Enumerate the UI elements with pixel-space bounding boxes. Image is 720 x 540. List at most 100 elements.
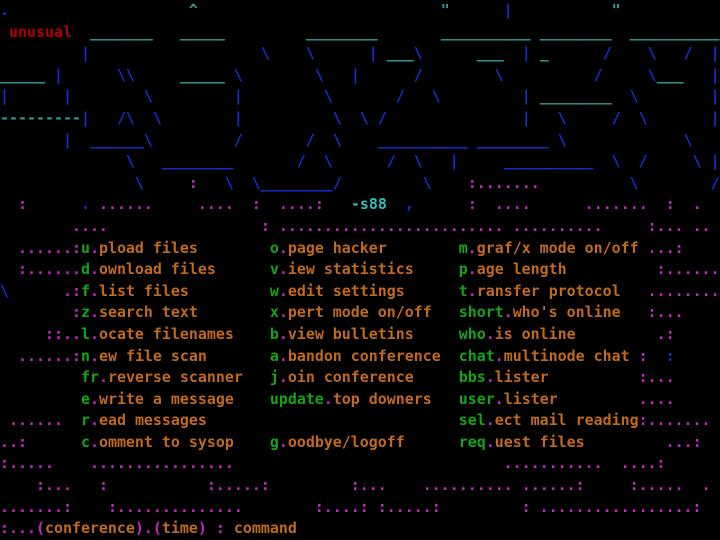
ansi-art-segment: \ [558,109,567,127]
ansi-art-segment-part: \ [0,281,9,300]
ansi-art-segment: \ [630,87,639,105]
ansi-art-segment-part: .......... [422,476,513,495]
menu-item-req-uest-files-part: uest files [494,432,585,451]
command-prompt[interactable]: :...(conference).(time) : command [0,519,297,537]
menu-item-d-ownload-files[interactable]: d.ownload files [81,260,216,278]
menu-item-b-view-bulletins[interactable]: b.view bulletins [270,325,414,343]
menu-item-o-page-hacker-part: page hacker [287,238,387,257]
menu-item-o-page-hacker-part: o [269,238,279,257]
menu-item-e-write-a-message[interactable]: e.write a message [81,390,234,408]
ansi-art-segment: :...... [18,260,81,278]
ansi-art-segment: :... [36,476,72,494]
ansi-art-segment: \\ [117,66,135,84]
menu-item-r-ead-messages[interactable]: r.ead messages [81,411,207,429]
ansi-art-segment: | [234,87,243,105]
ansi-art-segment: ...... [9,411,63,429]
ansi-art-segment: _____ [180,66,225,84]
ansi-art-segment: ___ [477,44,504,62]
menu-item-chat-multinode-chat[interactable]: chat.multinode chat [459,347,630,365]
ansi-art-segment-part: ...... [9,411,63,430]
ansi-art-segment-part: : [71,303,81,322]
menu-item-fr-reverse-scanner[interactable]: fr.reverse scanner [81,368,243,386]
screen-row: .... : ......................... .......… [0,216,720,238]
menu-item-g-oodbye-logoff[interactable]: g.oodbye/logoff [270,433,405,451]
menu-item-v-iew-statistics[interactable]: v.iew statistics [270,260,414,278]
ansi-art-segment: . [702,476,711,494]
menu-item-o-page-hacker[interactable]: o.page hacker [270,239,387,257]
ansi-art-segment: _____ [180,23,225,41]
ansi-art-segment-part: :.....: [206,476,270,495]
ansi-art-segment: / [639,152,648,170]
menu-item-sel-ect-mail-reading[interactable]: sel.ect mail reading [459,411,639,429]
ansi-art-segment: :.....: [207,476,270,494]
screen-row: \ ________ / \ / \ | __________ \ / \ | [0,151,720,173]
menu-item-short-who-s-online[interactable]: short.who's online [459,303,621,321]
screen-row: : . ...... .... : ....: -s88 , : .... ..… [0,194,720,216]
menu-item-r-ead-messages-part: ead messages [98,411,207,430]
ansi-art-segment-part: : [665,195,675,214]
ansi-art-segment-part: " [611,1,621,19]
menu-item-n-ew-file-scan[interactable]: n.ew file scan [81,347,207,365]
menu-item-t-ransfer-protocol-part: . [467,281,477,300]
menu-item-req-uest-files[interactable]: req.uest files [459,433,585,451]
ansi-art-segment-part: ___ [386,44,414,63]
ansi-art-segment: | [63,131,72,149]
ansi-art-segment: | [711,152,720,170]
menu-item-j-oin-conference[interactable]: j.oin conference [270,368,414,386]
command-prompt-part: ).( [134,519,162,538]
ansi-art-segment: ......: [18,239,81,257]
ansi-art-segment-part: | [350,65,360,84]
ansi-art-segment: .. [693,217,711,235]
ansi-art-segment-part: \ [152,108,162,127]
ansi-art-segment-part: | [62,87,72,106]
menu-item-u-pload-files[interactable]: u.pload files [81,239,198,257]
ansi-art-segment-part: .... [197,195,234,214]
menu-item-l-ocate-filenames[interactable]: l.ocate filenames [81,325,234,343]
menu-item-bbs-lister[interactable]: bbs.lister [459,368,549,386]
ansi-art-segment: / [396,87,405,105]
ansi-art-segment-part: ___ [656,65,684,84]
menu-item-who-is-online[interactable]: who.is online [459,325,576,343]
ansi-art-segment-part: / [611,108,621,127]
menu-item-update-top-downers[interactable]: update.top downers [270,390,432,408]
ansi-art-segment-part: ________ [305,22,378,41]
ansi-art-segment: : [639,347,648,365]
menu-item-who-is-online-part: who [458,324,486,343]
ansi-art-segment: / [603,44,612,62]
ansi-art-segment-part: ................ [89,454,234,473]
ansi-art-segment: | [81,44,90,62]
ansi-art-segment-part: \ [557,130,567,149]
menu-item-x-pert-mode-on-off[interactable]: x.pert mode on/off [270,303,432,321]
ansi-art-segment: _______ [90,23,153,41]
menu-item-a-bandon-conference[interactable]: a.bandon conference [270,347,441,365]
menu-item-c-omment-to-sysop[interactable]: c.omment to sysop [81,433,234,451]
menu-item-f-list-files[interactable]: f.list files [81,282,189,300]
ansi-art-segment: __________ [441,23,531,41]
menu-item-o-page-hacker-part: . [278,238,288,257]
ansi-art-segment-part: ________ [539,22,612,41]
ansi-art-segment: .: [63,282,81,300]
menu-item-fr-reverse-scanner-part: fr [80,368,99,387]
menu-item-n-ew-file-scan-part: n [80,346,90,365]
ansi-art-segment: : [468,174,477,192]
menu-item-b-view-bulletins-part: b [269,324,279,343]
menu-item-p-age-length[interactable]: p.age length [459,260,567,278]
ansi-art-segment: : [252,195,261,213]
menu-item-b-view-bulletins-part: view bulletins [287,324,414,343]
menu-item-z-search-text[interactable]: z.search text [81,303,198,321]
menu-item-m-graf-x-mode-on-off[interactable]: m.graf/x mode on/off [459,239,639,257]
ansi-art-segment-part: ....: [620,454,666,473]
ansi-art-segment: " [612,1,621,19]
ansi-art-segment-part: _____ [0,65,45,84]
ansi-art-segment-part: \ [413,44,423,63]
menu-item-v-iew-statistics-part: iew statistics [287,260,414,279]
menu-item-user-lister[interactable]: user.lister [459,390,558,408]
menu-item-t-ransfer-protocol[interactable]: t.ransfer protocol [459,282,621,300]
ansi-art-segment-part: / [332,173,342,192]
ansi-art-segment-part: / [233,130,243,149]
menu-item-fr-reverse-scanner-part: . [98,368,108,387]
ansi-art-segment-part: | [449,152,459,171]
ansi-art-segment-part: ___ [476,44,504,63]
menu-item-w-edit-settings[interactable]: w.edit settings [270,282,405,300]
ansi-art-segment-part: \ [233,65,243,84]
